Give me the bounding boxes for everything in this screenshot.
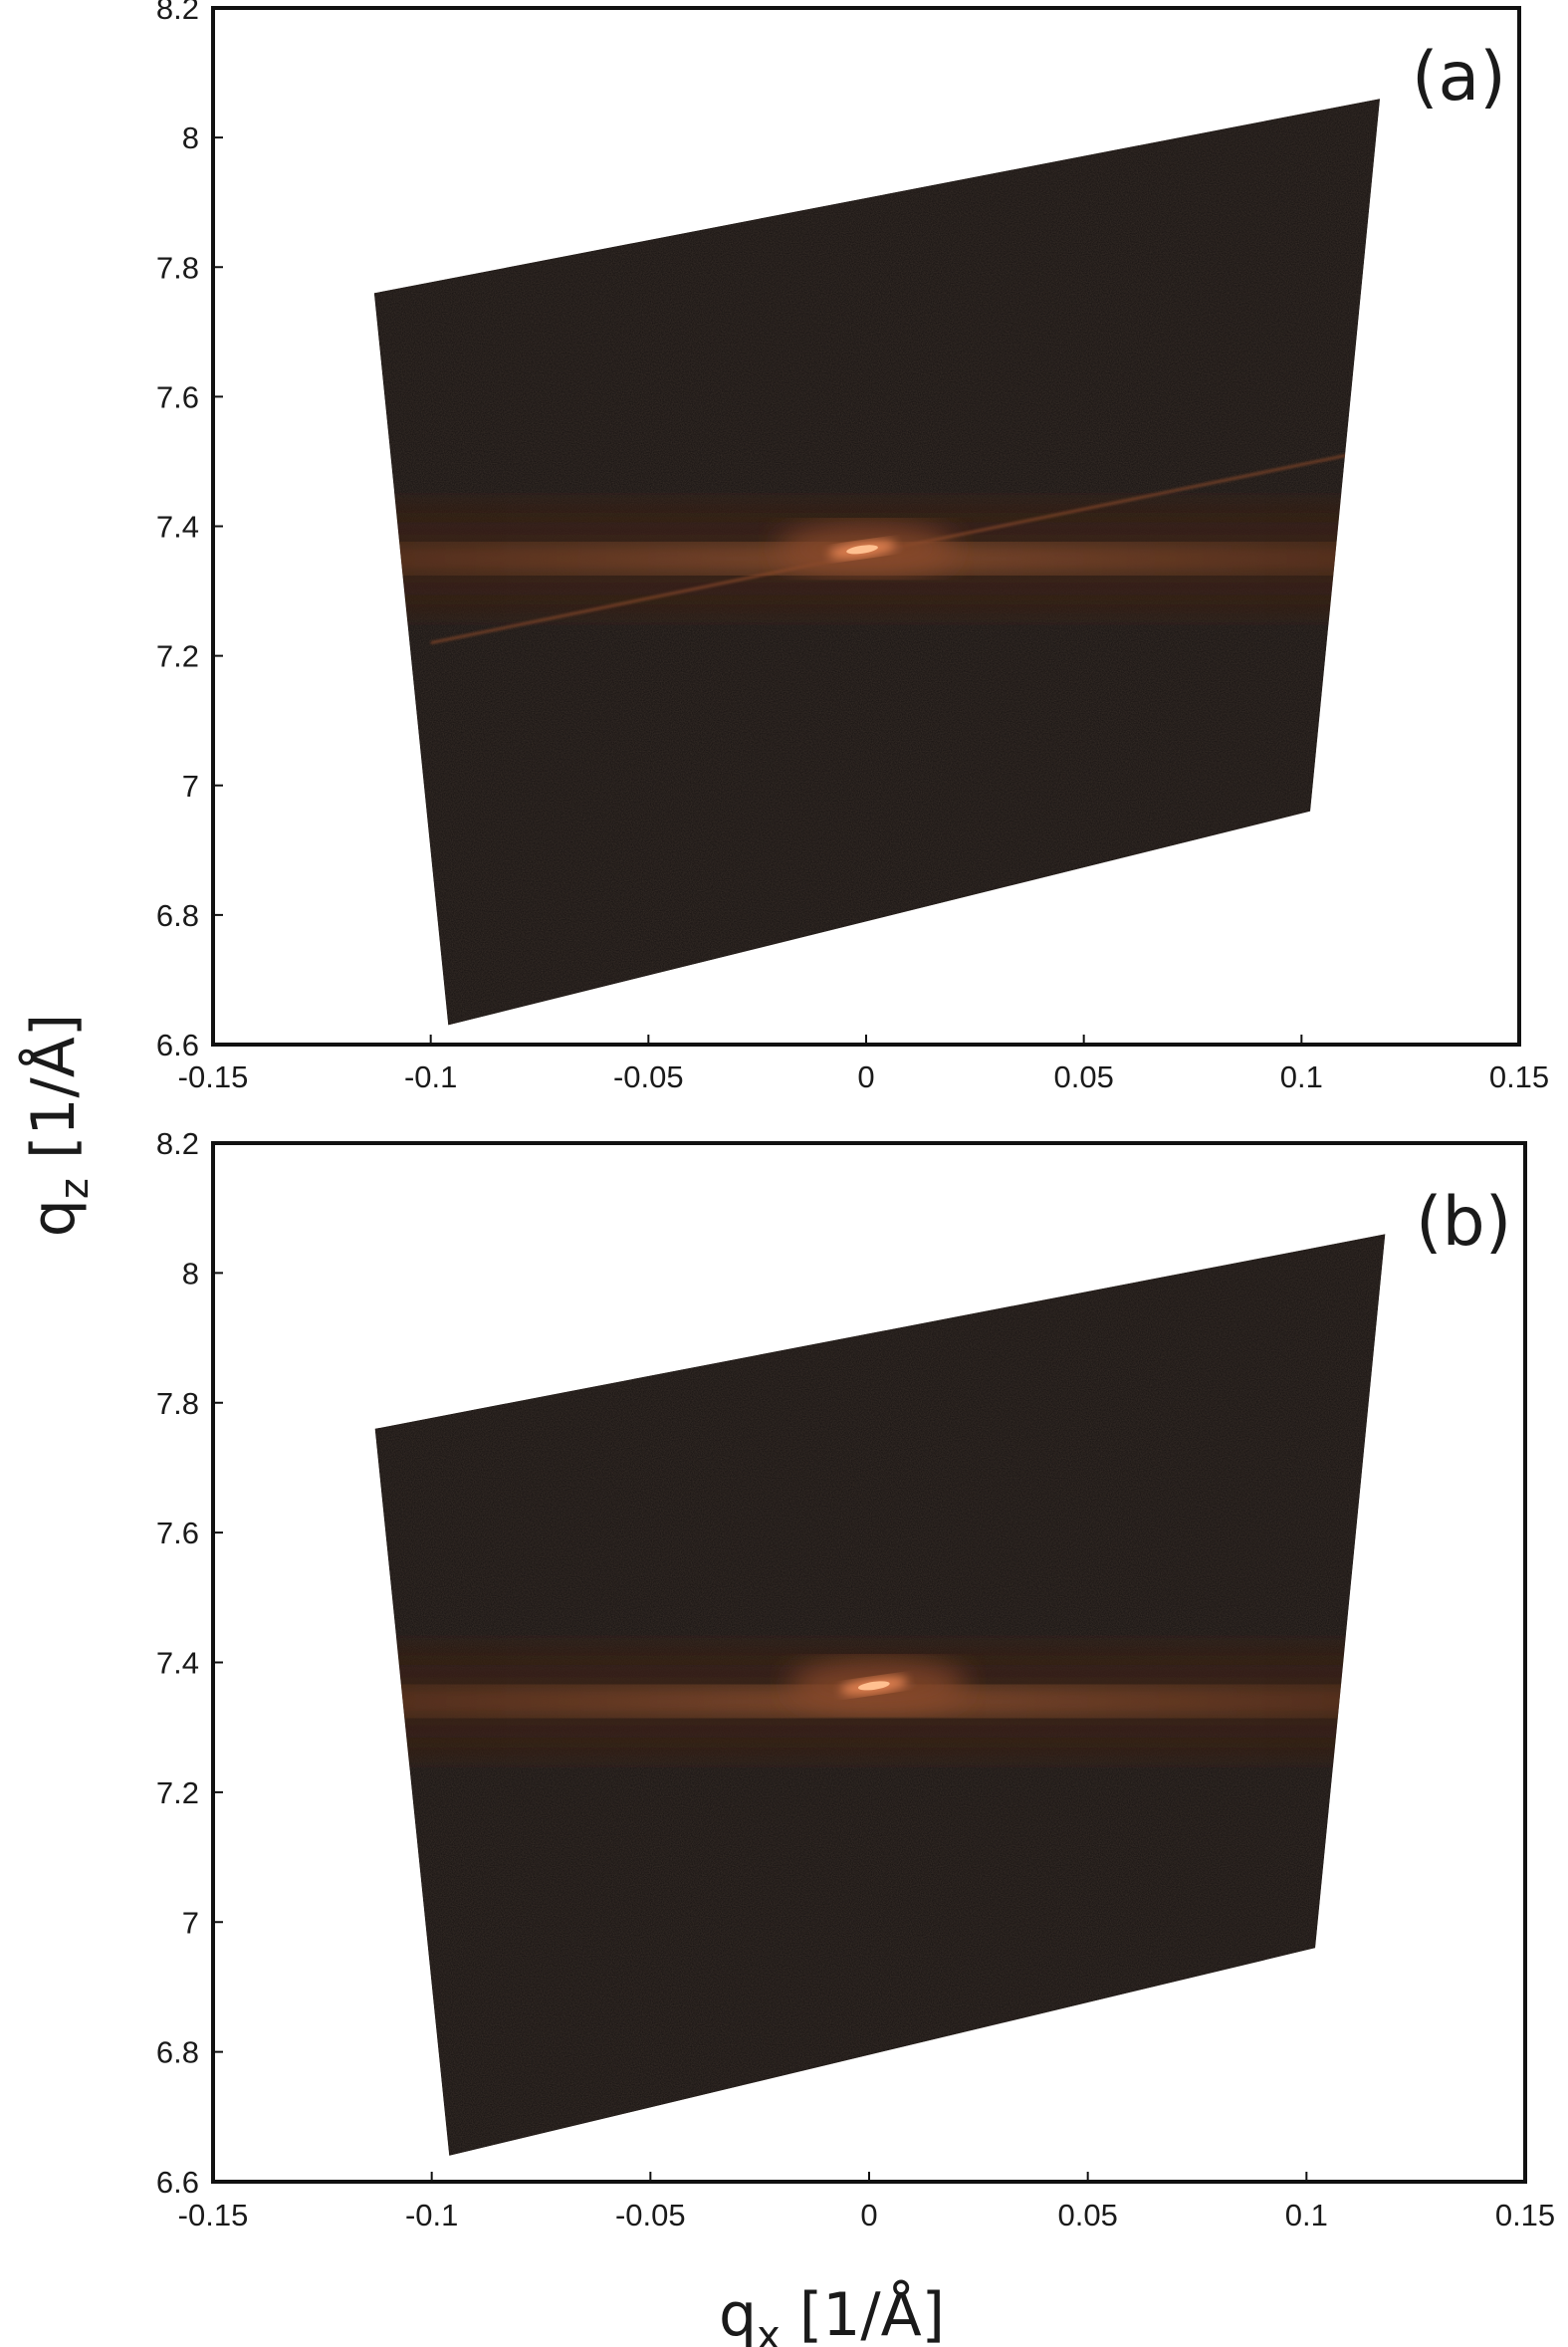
y-tick-label: 8.2 [156,0,199,26]
x-tick-label: -0.05 [615,2198,686,2232]
y-axis-label-sub: z [52,1178,98,1199]
y-tick-label: 7 [182,1905,199,1940]
panel-label-b: (b) [1416,1183,1511,1262]
y-tick-label: 7.2 [156,1775,199,1810]
y-tick-label: 8 [182,1256,199,1291]
panel-b: 6.6 6.8 7 7.2 7.4 7.6 7.8 8 8.2 -0.15 -0.1 -0.05 0 0… [156,1126,1555,2232]
x-tick-label: -0.1 [404,1059,457,1094]
x-tick-label: 0 [857,1059,874,1094]
x-tick-label: 0 [860,2198,877,2232]
y-tick-label: 7.8 [156,1386,199,1421]
y-tick-label: 8.2 [156,1126,199,1161]
y-tick-label: 7.8 [156,250,199,285]
y-tick-label: 6.6 [156,2165,199,2200]
x-tick-label: -0.15 [178,1059,249,1094]
x-tick-label: -0.1 [405,2198,458,2232]
y-tick-label: 7.6 [156,1516,199,1550]
x-axis-label-unit: [1/Å] [781,2279,945,2347]
y-tick-label: 8 [182,120,199,155]
x-ticks-b: -0.15 -0.1 -0.05 0 0.05 0.1 0.15 [178,2172,1555,2232]
heatmap-a [373,99,1381,1026]
y-axis-label: qz [1/Å] [18,1014,98,1237]
x-tick-label: 0.15 [1489,1059,1549,1094]
y-ticks-a: 6.6 6.8 7 7.2 7.4 7.6 7.8 8 8.2 [156,0,223,1062]
x-tick-label: 0.05 [1057,2198,1117,2232]
x-tick-label: 0.1 [1285,2198,1328,2232]
x-axis-label-base: q [719,2280,757,2347]
x-axis-label: qx [1/Å] [719,2279,945,2347]
heatmap-region-a [373,99,1381,1026]
y-axis-label-unit: [1/Å] [18,1014,89,1178]
y-tick-label: 7.4 [156,510,199,545]
x-ticks-a: -0.15 -0.1 -0.05 0 0.05 0.1 0.15 [178,1035,1549,1094]
peak-center-b [857,1681,890,1691]
y-tick-label: 6.8 [156,2035,199,2070]
y-tick-label: 6.6 [156,1028,199,1062]
x-tick-label: -0.05 [613,1059,684,1094]
y-tick-label: 7.4 [156,1646,199,1681]
x-tick-label: -0.15 [178,2198,249,2232]
y-ticks-b: 6.6 6.8 7 7.2 7.4 7.6 7.8 8 8.2 [156,1126,223,2200]
y-tick-label: 6.8 [156,898,199,933]
x-axis-label-sub: x [757,2313,781,2347]
panel-a: 6.6 6.8 7 7.2 7.4 7.6 7.8 8 8.2 -0.15 -0.1 -0.05 0 0… [156,0,1549,1094]
panel-label-a: (a) [1412,38,1506,117]
x-tick-label: 0.1 [1280,1059,1323,1094]
x-tick-label: 0.05 [1053,1059,1113,1094]
y-axis-label-base: q [19,1199,89,1237]
heatmap-region-b [374,1234,1386,2156]
y-tick-label: 7 [182,769,199,804]
heatmap-b [374,1234,1386,2156]
y-tick-label: 7.2 [156,639,199,674]
x-tick-label: 0.15 [1495,2198,1555,2232]
y-tick-label: 7.6 [156,379,199,414]
peak-center-a [846,545,878,555]
